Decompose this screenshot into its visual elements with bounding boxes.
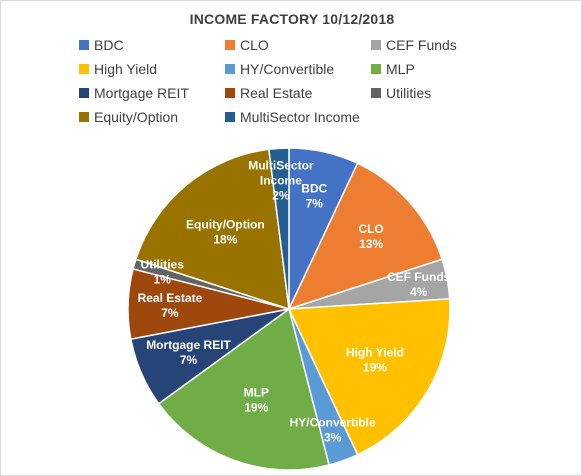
- slice-value-label: 7%: [306, 196, 324, 210]
- legend-label: Equity/Option: [94, 109, 179, 125]
- slice-category-label: Equity/Option: [186, 218, 265, 232]
- pie-slice: [287, 298, 451, 456]
- legend-swatch: [371, 40, 381, 50]
- slice-category-label: CEF Funds: [387, 270, 451, 284]
- legend-swatch: [225, 64, 235, 74]
- legend-swatch: [225, 88, 235, 98]
- slice-value-label: 13%: [359, 237, 383, 251]
- legend-label: Real Estate: [240, 85, 313, 101]
- slice-category-label: MLP: [244, 385, 269, 399]
- slice-value-label: 18%: [213, 233, 237, 247]
- slice-category-label: BDC: [301, 181, 327, 195]
- legend-swatch: [79, 40, 89, 50]
- slice-value-label: 7%: [180, 353, 198, 367]
- slice-value-label: 2%: [272, 188, 290, 202]
- slice-category-label: MultiSector: [248, 158, 314, 172]
- slice-category-label: Mortgage REIT: [146, 338, 231, 352]
- legend-swatch: [371, 88, 381, 98]
- slice-value-label: 1%: [154, 273, 172, 287]
- slice-category-label: Income: [260, 173, 302, 187]
- slice-category-label: High Yield: [346, 345, 404, 359]
- legend-label: CEF Funds: [386, 37, 457, 53]
- legend-label: MLP: [386, 61, 415, 77]
- legend-item: Mortgage REIT: [79, 85, 189, 101]
- slice-value-label: 4%: [410, 285, 428, 299]
- pie-slice: [134, 148, 290, 311]
- legend-label: Mortgage REIT: [94, 85, 189, 101]
- legend-item: Utilities: [371, 85, 431, 101]
- legend-swatch: [79, 112, 89, 122]
- slice-category-label: Utilities: [141, 258, 185, 272]
- legend-label: CLO: [240, 37, 269, 53]
- legend-item: Real Estate: [225, 85, 312, 101]
- legend-item: MLP: [371, 61, 415, 77]
- slice-value-label: 19%: [363, 360, 387, 374]
- legend-label: BDC: [94, 37, 124, 53]
- legend-swatch: [225, 40, 235, 50]
- legend-label: HY/Convertible: [240, 61, 335, 77]
- legend-label: High Yield: [94, 61, 158, 77]
- pie-slice: [267, 147, 290, 310]
- legend-item: HY/Convertible: [225, 61, 334, 77]
- slice-value-label: 3%: [324, 431, 342, 445]
- slice-value-label: 19%: [244, 400, 268, 414]
- legend-item: BDC: [79, 37, 124, 53]
- slice-category-label: CLO: [358, 222, 383, 236]
- legend-item: MultiSector Income: [225, 109, 360, 125]
- slice-category-label: HY/Convertible: [290, 416, 376, 430]
- legend-item: CEF Funds: [371, 37, 457, 53]
- chart-legend: BDC CLO CEF Funds High Yield HY/Convertible M…: [79, 37, 559, 137]
- legend-swatch: [225, 112, 235, 122]
- legend-label: MultiSector Income: [240, 109, 360, 125]
- legend-swatch: [79, 88, 89, 98]
- legend-item: CLO: [225, 37, 269, 53]
- slice-category-label: Real Estate: [138, 291, 203, 305]
- legend-swatch: [371, 64, 381, 74]
- slice-value-label: 7%: [161, 306, 179, 320]
- legend-swatch: [79, 64, 89, 74]
- pie-slice: [157, 307, 330, 471]
- legend-label: Utilities: [386, 85, 432, 101]
- legend-item: Equity/Option: [79, 109, 178, 125]
- legend-item: High Yield: [79, 61, 157, 77]
- chart-title: INCOME FACTORY 10/12/2018: [189, 11, 395, 27]
- pie-slice: [287, 162, 444, 311]
